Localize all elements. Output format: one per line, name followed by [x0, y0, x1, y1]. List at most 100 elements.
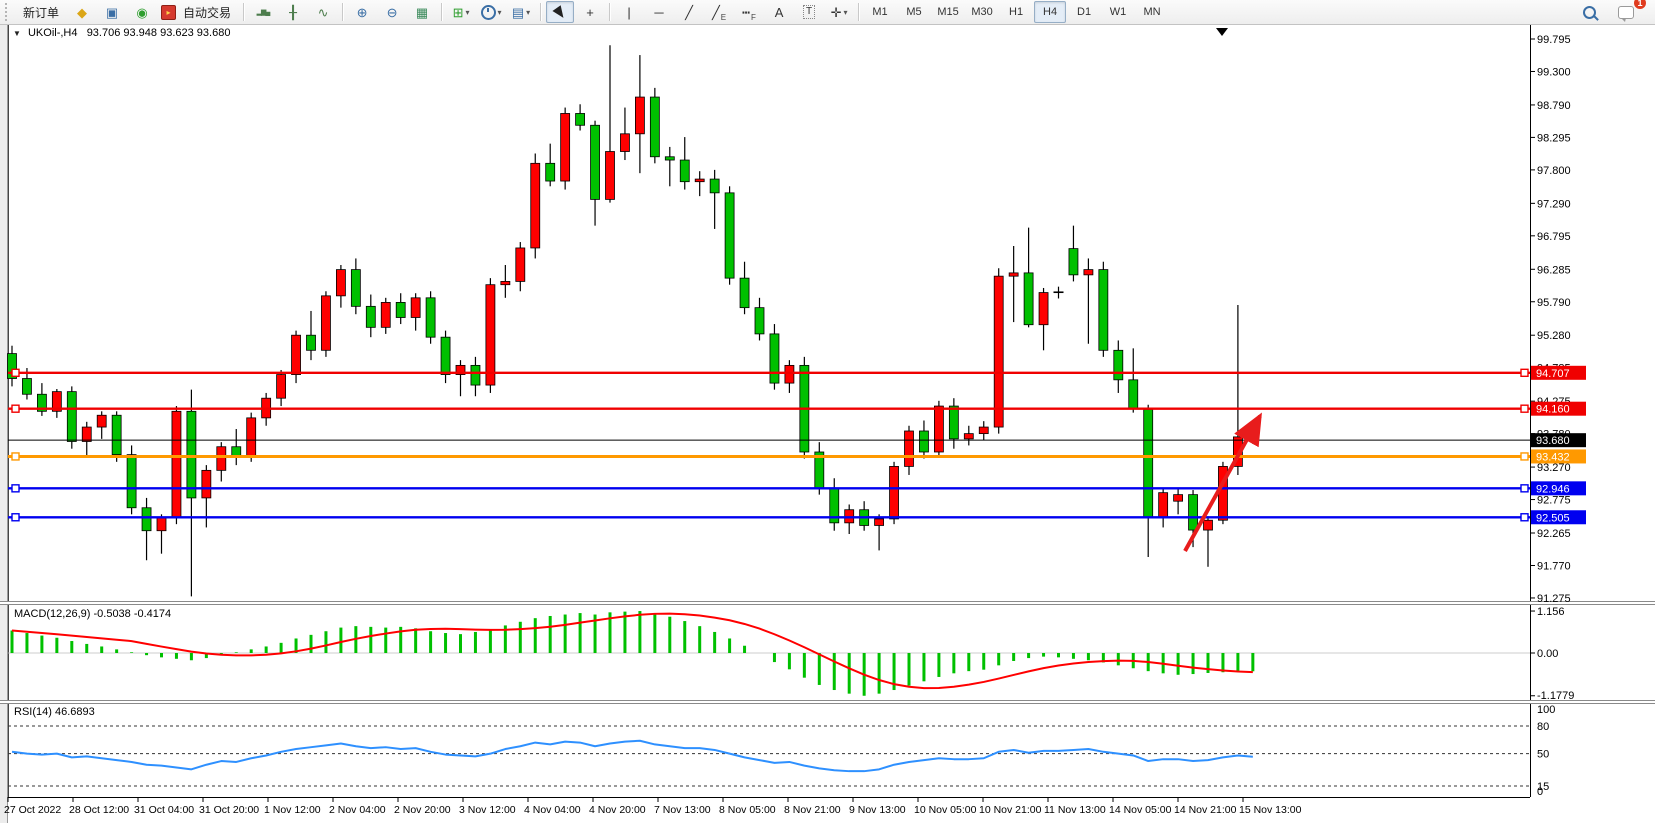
horizontal-line-94.160[interactable]: 94.160 [8, 401, 1586, 416]
timeframe-m30-button[interactable]: M30 [971, 6, 993, 18]
trend-arrow-annotation[interactable] [1183, 412, 1262, 552]
arrows-tool-icon[interactable]: ✛ ▾ [830, 4, 848, 20]
timeframe-mn-button[interactable]: MN [1143, 6, 1161, 18]
toolbar-separator [441, 3, 443, 21]
svg-text:4 Nov 20:00: 4 Nov 20:00 [589, 804, 646, 816]
text-tool-icon[interactable]: A [774, 4, 784, 20]
toolbar-separator [858, 3, 860, 21]
periods-menu-icon[interactable]: ▾ [477, 1, 505, 23]
svg-text:97.800: 97.800 [1537, 165, 1571, 177]
toolbar-separator [540, 3, 542, 21]
ohlc-values: 93.706 93.948 93.623 93.680 [86, 27, 231, 39]
tile-windows-icon[interactable]: ▦ [415, 4, 429, 20]
autotrading-icon: ▸ [161, 4, 177, 20]
svg-text:92.775: 92.775 [1537, 495, 1571, 507]
zoom-in-icon[interactable]: ⊕ [356, 4, 368, 20]
svg-text:93.432: 93.432 [1536, 451, 1570, 463]
crosshair-tool-icon[interactable]: + [586, 4, 594, 20]
zoom-out-icon[interactable]: ⊖ [386, 4, 398, 20]
horizontal-line-94.707[interactable]: 94.707 [8, 365, 1586, 380]
clock-icon [480, 4, 496, 20]
fibonacci-tool-icon[interactable]: ┅ F [742, 4, 756, 23]
time-axis: 27 Oct 2022 28 Oct 12:00 31 Oct 04:00 31 Oc… [4, 797, 1302, 816]
search-button[interactable] [1575, 1, 1603, 23]
svg-text:15 Nov 13:00: 15 Nov 13:00 [1239, 804, 1302, 816]
navigator-icon[interactable]: ◉ [136, 4, 148, 20]
svg-text:80: 80 [1537, 721, 1549, 733]
data-window-icon[interactable]: ▣ [105, 4, 119, 20]
svg-text:9 Nov 13:00: 9 Nov 13:00 [849, 804, 906, 816]
horizontal-line-92.946[interactable]: 92.946 [8, 481, 1586, 496]
new-chart-icon[interactable]: ⊞ ▾ [452, 4, 470, 20]
chat-bubble-icon [1618, 5, 1634, 22]
new-order-button[interactable]: 新订单 [23, 5, 60, 20]
rsi-indicator-label: RSI(14) 46.6893 [14, 706, 95, 718]
timeframe-m1-button[interactable]: M1 [872, 6, 888, 18]
svg-text:95.280: 95.280 [1537, 330, 1571, 342]
window-left-border [0, 24, 8, 823]
svg-text:94.707: 94.707 [1536, 368, 1570, 380]
timeframe-w1-button[interactable]: W1 [1109, 6, 1127, 18]
svg-text:100: 100 [1537, 704, 1555, 716]
toolbar-separator [342, 3, 344, 21]
candlestick-chart-icon[interactable]: ╂ [289, 4, 297, 20]
price-chart-canvas[interactable]: 99.795 99.300 98.790 98.295 97.800 97.290 96.7… [0, 24, 1655, 823]
svg-text:14 Nov 21:00: 14 Nov 21:00 [1174, 804, 1237, 816]
dropdown-caret-icon[interactable]: ▾ [526, 7, 531, 17]
timeframe-m5-button[interactable]: M5 [906, 6, 922, 18]
svg-text:31 Oct 04:00: 31 Oct 04:00 [134, 804, 194, 816]
timeframe-h4-button[interactable]: H4 [1034, 1, 1067, 23]
dropdown-caret-icon[interactable]: ▾ [497, 7, 502, 17]
svg-text:11 Nov 13:00: 11 Nov 13:00 [1044, 804, 1106, 816]
toolbar-drag-handle[interactable] [5, 3, 12, 21]
market-watch-icon[interactable]: ◆ [77, 4, 88, 20]
chart-window[interactable]: ▼ UKOil-,H4 93.706 93.948 93.623 93.680 … [0, 24, 1655, 823]
chevron-down-icon[interactable]: ▼ [13, 29, 21, 38]
candlestick-series [7, 45, 1258, 597]
svg-text:96.795: 96.795 [1537, 231, 1571, 243]
horizontal-line-93.680[interactable]: 93.680 [8, 433, 1586, 448]
dropdown-caret-icon[interactable]: ▾ [843, 7, 848, 17]
bar-chart-icon[interactable]: ▂▆▄ [256, 8, 271, 16]
horizontal-line-tool-icon[interactable]: ─ [654, 4, 664, 20]
horizontal-line-93.432[interactable]: 93.432 [8, 449, 1586, 464]
svg-text:92.946: 92.946 [1536, 483, 1570, 495]
channel-tool-icon[interactable]: ╱ E [711, 4, 727, 23]
svg-text:31 Oct 20:00: 31 Oct 20:00 [199, 804, 259, 816]
templates-icon[interactable]: ▤ ▾ [511, 4, 531, 20]
svg-text:93.680: 93.680 [1536, 435, 1570, 447]
svg-text:50: 50 [1537, 749, 1549, 761]
cursor-tool[interactable] [546, 1, 575, 23]
chart-shift-marker[interactable] [1216, 28, 1228, 36]
svg-text:99.300: 99.300 [1537, 66, 1571, 78]
line-chart-icon[interactable]: ∿ [317, 4, 329, 20]
macd-signal-line [11, 612, 1253, 690]
svg-text:15: 15 [1537, 781, 1549, 793]
rsi-line [11, 739, 1253, 773]
svg-text:98.790: 98.790 [1537, 100, 1571, 112]
cursor-arrow-icon [552, 5, 568, 21]
svg-text:91.275: 91.275 [1537, 593, 1571, 605]
svg-text:0.00: 0.00 [1537, 648, 1558, 660]
svg-text:3 Nov 12:00: 3 Nov 12:00 [459, 804, 516, 816]
horizontal-line-92.505[interactable]: 92.505 [8, 510, 1586, 525]
svg-text:1.156: 1.156 [1537, 606, 1565, 618]
svg-text:7 Nov 13:00: 7 Nov 13:00 [654, 804, 711, 816]
svg-text:98.295: 98.295 [1537, 132, 1571, 144]
notifications-button[interactable]: 1 [1612, 0, 1646, 23]
svg-text:8 Nov 21:00: 8 Nov 21:00 [784, 804, 841, 816]
timeframe-m15-button[interactable]: M15 [937, 6, 959, 18]
autotrading-button[interactable]: ▸ 自动交易 [158, 1, 238, 23]
svg-text:96.285: 96.285 [1537, 264, 1571, 276]
svg-text:94.160: 94.160 [1536, 404, 1570, 416]
dropdown-caret-icon[interactable]: ▾ [465, 7, 470, 17]
svg-text:-1.1779: -1.1779 [1537, 690, 1574, 702]
timeframe-d1-button[interactable]: D1 [1077, 6, 1092, 18]
svg-text:28 Oct 12:00: 28 Oct 12:00 [69, 804, 129, 816]
timeframe-h1-button[interactable]: H1 [1009, 6, 1024, 18]
label-tool-icon[interactable]: T [795, 1, 823, 23]
vertical-line-tool-icon[interactable]: | [627, 4, 631, 20]
trendline-tool-icon[interactable]: ╱ [685, 4, 693, 20]
chart-title: ▼ UKOil-,H4 93.706 93.948 93.623 93.680 [13, 27, 230, 39]
notification-badge: 1 [1634, 0, 1646, 9]
